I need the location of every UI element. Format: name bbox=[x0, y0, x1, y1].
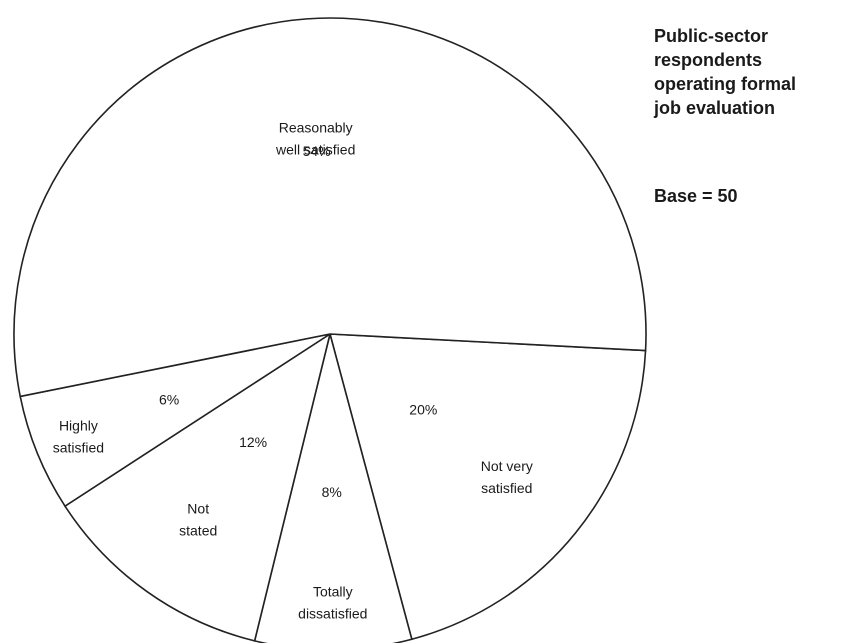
chart-title-line: operating formal bbox=[654, 74, 797, 94]
slice-label-not-very-satisfied: Not very satisfied bbox=[481, 458, 533, 496]
slice-not-very-satisfied bbox=[328, 333, 647, 641]
slice-value-not-very-satisfied: 20% bbox=[409, 402, 437, 418]
slice-totally-dissatisfied bbox=[253, 333, 413, 643]
slice-label-totally-dissatisfied: Totally dissatisfied bbox=[298, 584, 367, 622]
slice-value-totally-dissatisfied: 8% bbox=[322, 484, 342, 500]
slice-label-highly-satisfied: Highly satisfied bbox=[53, 418, 104, 456]
slice-highly-satisfied bbox=[19, 333, 331, 508]
slice-reasonably-well-satisfied bbox=[13, 17, 647, 398]
slice-value-reasonably-well-satisfied: 54% bbox=[303, 143, 331, 159]
chart-title-line: respondents bbox=[654, 50, 763, 70]
slice-not-stated bbox=[63, 332, 332, 642]
chart-title: Public-sector respondents operating form… bbox=[654, 24, 859, 120]
slice-value-not-stated: 12% bbox=[239, 434, 267, 450]
pie-slices bbox=[13, 17, 647, 643]
chart-title-line: job evaluation bbox=[654, 98, 776, 118]
slice-label-not-stated: Not stated bbox=[179, 501, 217, 539]
slice-label-reasonably-well-satisfied: Reasonably well satisfied bbox=[275, 120, 355, 158]
pie-labels: Not very satisfied 20% Totally dissatisfied 8… bbox=[53, 120, 533, 622]
base-note: Base = 50 bbox=[654, 186, 738, 206]
chart-title-line: Public-sector bbox=[654, 26, 769, 46]
slice-value-highly-satisfied: 6% bbox=[159, 392, 179, 408]
